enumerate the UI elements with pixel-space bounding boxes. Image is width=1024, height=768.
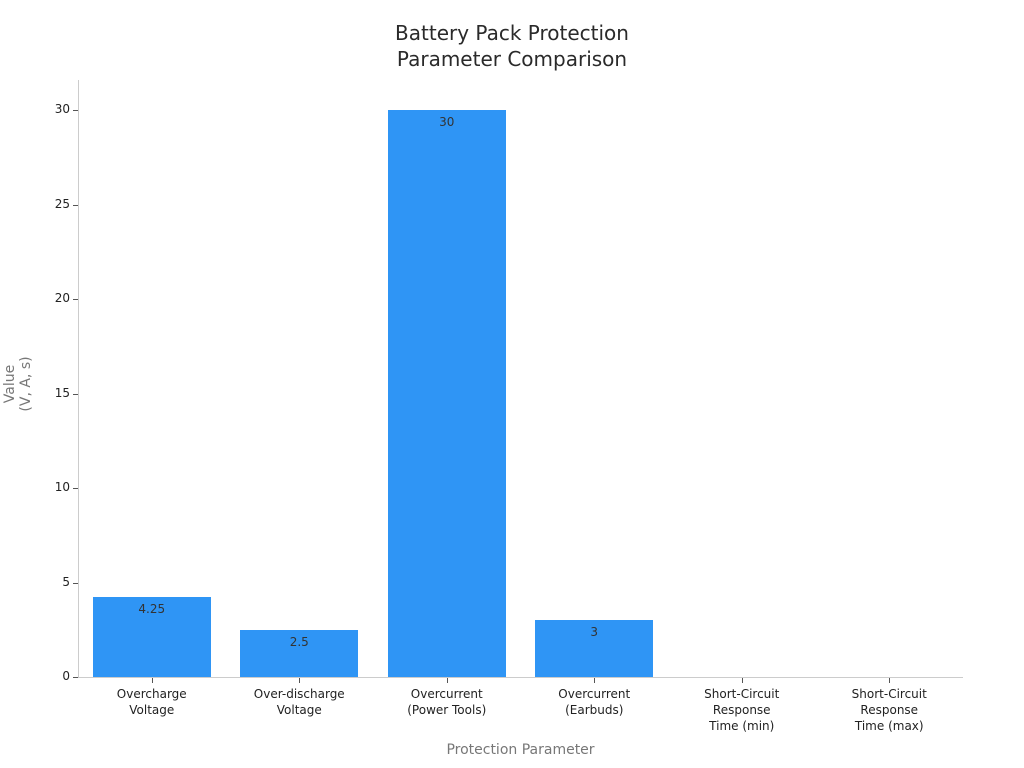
x-tick-label: Short-Circuit Response Time (min) bbox=[704, 687, 780, 733]
bar: 2.5 bbox=[240, 629, 359, 677]
x-tick-mark bbox=[152, 678, 153, 683]
y-tick-mark bbox=[73, 204, 78, 206]
y-axis-label-line-2: (V, A, s) bbox=[18, 356, 34, 412]
y-tick-mark bbox=[73, 677, 78, 678]
y-axis-label: Value (V, A, s) bbox=[2, 324, 34, 444]
y-tick-label: 15 bbox=[54, 385, 70, 400]
y-tick-label: 30 bbox=[54, 102, 70, 116]
x-tick-label: Over-discharge Voltage bbox=[253, 687, 345, 717]
y-tick-mark bbox=[73, 582, 78, 584]
y-tick-label: 10 bbox=[54, 480, 70, 494]
y-tick-mark bbox=[73, 299, 78, 300]
y-tick-mark bbox=[73, 110, 78, 111]
x-tick-label: Short-Circuit Response Time (max) bbox=[851, 687, 927, 733]
y-tick-label: 25 bbox=[54, 196, 70, 211]
y-tick-mark bbox=[73, 488, 78, 489]
x-tick-label: Overcurrent (Power Tools) bbox=[407, 687, 487, 717]
x-tick-label: Overcurrent (Earbuds) bbox=[558, 687, 631, 717]
bar-value-label: 2.5 bbox=[289, 634, 309, 649]
chart-title-line-1: Battery Pack Protection bbox=[395, 21, 629, 45]
y-axis-label-line-1: Value bbox=[2, 364, 18, 404]
bar-value-label: 4.25 bbox=[138, 601, 166, 616]
x-tick-mark bbox=[299, 678, 300, 683]
bar: 3 bbox=[535, 620, 654, 677]
bar: 30 bbox=[387, 110, 506, 677]
x-axis-label: Protection Parameter bbox=[446, 742, 595, 758]
chart-title: Battery Pack Protection Parameter Compar… bbox=[0, 20, 1024, 72]
bar-value-label: 3 bbox=[590, 625, 599, 640]
x-tick-mark bbox=[889, 678, 890, 683]
y-tick-label: 20 bbox=[54, 291, 70, 305]
bar: 4.25 bbox=[92, 596, 211, 677]
chart-title-line-2: Parameter Comparison bbox=[396, 47, 628, 71]
bar-value-label: 30 bbox=[439, 115, 455, 129]
x-tick-label: Overcharge Voltage bbox=[116, 687, 187, 717]
y-axis-line bbox=[78, 80, 79, 677]
x-tick-mark bbox=[447, 678, 448, 683]
x-axis-line bbox=[78, 677, 963, 678]
y-tick-label: 5 bbox=[62, 574, 70, 589]
y-tick-mark bbox=[73, 393, 78, 395]
y-tick-label: 0 bbox=[62, 669, 70, 683]
x-tick-mark bbox=[594, 678, 595, 683]
x-tick-mark bbox=[742, 678, 743, 683]
